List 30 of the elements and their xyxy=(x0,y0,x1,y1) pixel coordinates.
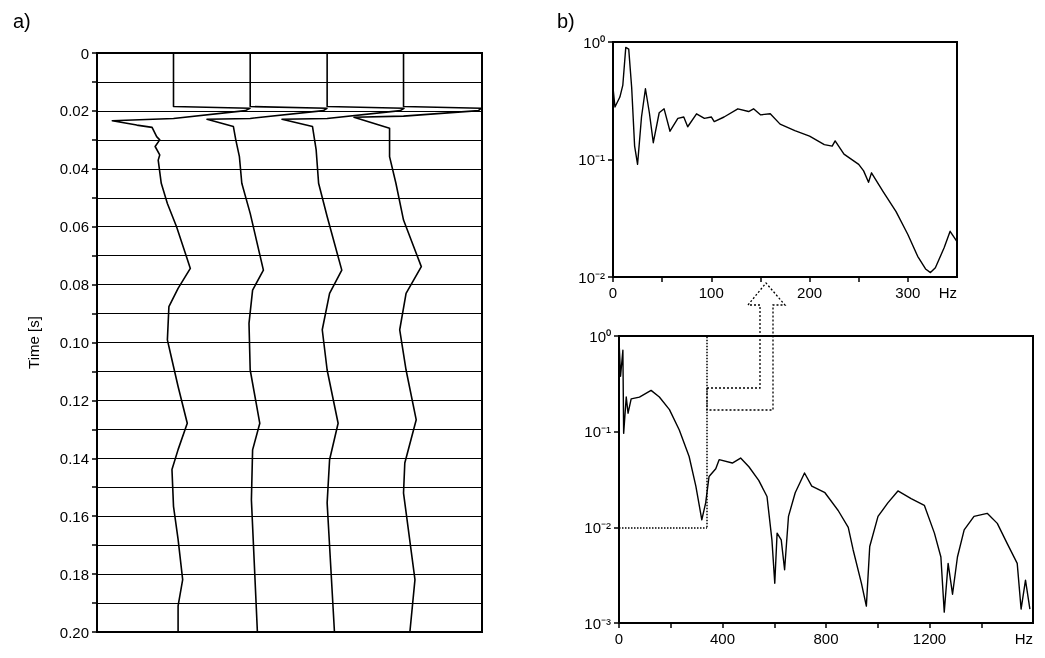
y-tick-label: 0 xyxy=(80,44,89,62)
y-tick-label: 10⁰ xyxy=(583,33,605,51)
y-tick-label: 0.04 xyxy=(59,160,89,178)
chart-title: a) xyxy=(13,10,31,32)
x-axis-title: Hz xyxy=(938,284,957,301)
y-tick-label: 0.08 xyxy=(59,276,89,294)
y-axis-title: Time [s] xyxy=(25,316,42,369)
y-tick-label: 0.18 xyxy=(59,565,89,583)
y-tick-label: 0.06 xyxy=(59,218,89,236)
y-tick-label: 10⁰ xyxy=(589,327,611,345)
x-axis-title: Hz xyxy=(1014,630,1033,647)
x-tick-label: 1200 xyxy=(912,630,947,647)
x-tick-label: 200 xyxy=(797,284,823,301)
y-tick-label: 0.12 xyxy=(59,391,89,409)
x-tick-label: 800 xyxy=(813,630,839,647)
x-tick-label: 100 xyxy=(698,284,724,301)
y-tick-label: 10⁻² xyxy=(584,518,611,536)
chart-title: b) xyxy=(557,10,575,32)
y-tick-label: 0.20 xyxy=(59,623,89,641)
y-tick-label: 10⁻¹ xyxy=(578,151,605,168)
y-tick-label: 10⁻³ xyxy=(584,614,611,632)
x-tick-label: 400 xyxy=(709,630,736,647)
x-tick-label: 0 xyxy=(614,630,624,647)
y-tick-label: 10⁻² xyxy=(578,268,605,286)
y-tick-label: 0.14 xyxy=(59,449,89,467)
x-tick-label: 300 xyxy=(895,284,921,301)
y-tick-label: 0.02 xyxy=(59,102,89,120)
y-tick-label: 10⁻¹ xyxy=(584,423,611,441)
y-tick-label: 0.16 xyxy=(59,507,89,525)
y-tick-label: 0.10 xyxy=(59,334,89,351)
